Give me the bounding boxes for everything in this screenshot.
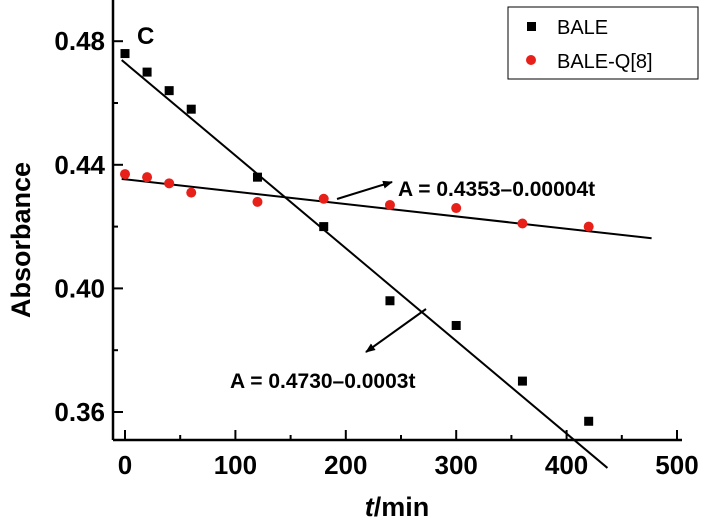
x-tick-label: 300 [435, 450, 478, 480]
data-point-bale [517, 376, 527, 386]
data-point-bale [186, 104, 196, 114]
x-tick-label: 500 [655, 450, 698, 480]
data-point-bale-q8 [120, 169, 130, 180]
plot-frame [111, 0, 682, 442]
data-point-bale-q8 [142, 172, 153, 183]
legend: BALE BALE-Q[8] [507, 6, 699, 80]
data-point-bale-q8 [186, 187, 197, 198]
data-point-bale [451, 320, 461, 330]
x-axis-title-italic: t [365, 492, 375, 522]
y-tick-label: 0.48 [54, 26, 105, 56]
y-tick-label: 0.44 [54, 150, 105, 180]
x-tick-label: 200 [324, 450, 367, 480]
y-axis-title: Absorbance [6, 162, 36, 318]
y-tick-label: 0.40 [54, 273, 105, 303]
x-axis-title: t/min [365, 492, 430, 522]
data-point-bale-q8 [583, 221, 594, 232]
data-point-bale [252, 172, 262, 182]
data-point-bale-q8 [318, 193, 329, 204]
fit-lines [121, 59, 652, 469]
y-axis-ticks: 0.36 0.40 0.44 0.48 [54, 26, 123, 427]
data-point-bale-q8 [517, 218, 528, 229]
data-point-bale [319, 222, 329, 232]
annotation-arrow-bale [365, 308, 427, 353]
data-point-bale-q8 [252, 196, 263, 207]
data-point-bale [164, 86, 174, 96]
legend-label-bale-q8: BALE-Q[8] [557, 51, 653, 73]
data-point-bale-q8 [164, 178, 175, 189]
panel-label: C [137, 23, 154, 50]
x-axis-title-rest: /min [374, 492, 430, 522]
legend-label-bale: BALE [557, 17, 608, 39]
data-point-bale [385, 296, 395, 306]
data-point-bale-q8 [384, 199, 395, 210]
x-tick-label: 0 [118, 450, 132, 480]
data-point-bale [584, 416, 594, 426]
data-points [120, 49, 594, 426]
fit-line-bale [121, 59, 609, 469]
annotation-equation-bale: A = 0.4730–0.0003t [230, 370, 415, 393]
legend-marker-bale-q8 [526, 55, 536, 65]
legend-box [507, 6, 699, 80]
x-tick-label: 100 [214, 450, 257, 480]
x-tick-label: 400 [545, 450, 588, 480]
annotation-arrow-q8 [336, 180, 393, 200]
x-axis-ticks: 0 100 200 300 400 500 [118, 430, 699, 480]
data-point-bale-q8 [451, 203, 462, 214]
annotations: A = 0.4353–0.00004t A = 0.4730–0.0003t [230, 178, 595, 393]
annotation-equation-q8: A = 0.4353–0.00004t [398, 178, 595, 201]
data-point-bale [120, 49, 130, 59]
y-tick-label: 0.36 [54, 397, 105, 427]
legend-marker-bale [527, 22, 536, 31]
data-point-bale [142, 67, 152, 77]
